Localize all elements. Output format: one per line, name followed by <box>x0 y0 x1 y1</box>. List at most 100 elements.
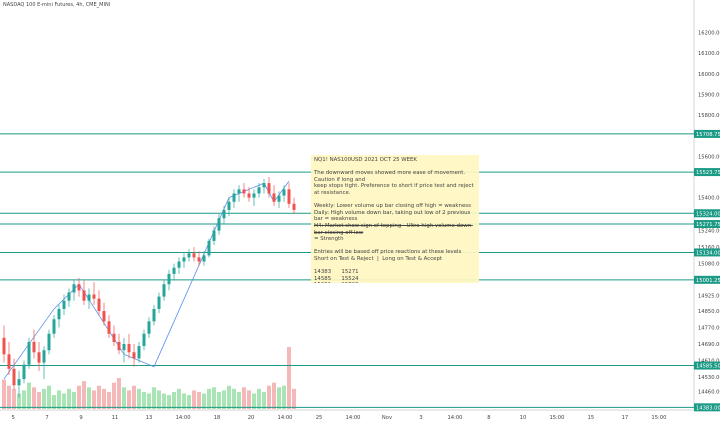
volume-bar <box>102 388 106 409</box>
level-price-text: 14585.50 <box>696 364 720 370</box>
volume-bar <box>187 395 191 409</box>
candle-body <box>52 319 56 334</box>
price-tick-label: 16100.00 <box>698 51 720 57</box>
price-tick-label: 15600.00 <box>698 154 720 160</box>
note-line: Short on Test & Reject | Long on Test & … <box>314 255 443 262</box>
candle-body <box>222 209 226 219</box>
price-tick-label: 15160.00 <box>698 245 720 251</box>
note-line: Daily: High volume down bar, taking out … <box>314 209 473 223</box>
price-tick-label: 16200.00 <box>698 31 720 37</box>
candle-body <box>142 333 146 347</box>
volume-bar <box>282 385 286 409</box>
price-tick-label: 15800.00 <box>698 113 720 119</box>
volume-bar <box>222 390 226 409</box>
volume-bar <box>112 382 116 409</box>
volume-bar <box>32 387 36 409</box>
candle-body <box>207 240 211 256</box>
candle-body <box>67 292 71 301</box>
candle-body <box>177 261 181 268</box>
candle-body <box>182 257 186 262</box>
candle-body <box>202 255 206 262</box>
time-tick-label: 10 <box>520 415 527 421</box>
volume-bar <box>247 390 251 409</box>
candle-body <box>122 344 126 351</box>
candle-body <box>237 189 241 194</box>
time-tick-label: 9 <box>79 415 82 421</box>
time-tick-label: 8 <box>487 415 490 421</box>
note-line: 14585 15524 <box>314 275 359 282</box>
volume-bar <box>172 391 176 409</box>
candle-body <box>7 354 11 369</box>
note-line: H4: Market show sign of topping - Ultra … <box>314 222 473 236</box>
note-line: 14383 15271 <box>314 269 359 276</box>
level-price-text: 15523.75 <box>696 170 720 176</box>
time-tick-label: 14:00 <box>176 415 191 421</box>
volume-bar <box>212 387 216 409</box>
level-price-tag <box>694 168 720 177</box>
zigzag-line <box>3 180 290 380</box>
volume-bar <box>277 387 281 409</box>
volume-bar <box>207 388 211 409</box>
volume-bar <box>82 381 86 409</box>
candle-body <box>282 189 286 196</box>
price-tick-label: 16000.00 <box>698 72 720 78</box>
volume-bar <box>57 390 61 409</box>
candle-body <box>2 337 6 355</box>
candle-body <box>192 253 196 258</box>
volume-bar <box>232 388 236 409</box>
candle-body <box>42 350 46 363</box>
time-tick-label: 15:00 <box>651 415 666 421</box>
note-line: Weekly: Lower volume up bar closing off … <box>314 203 471 210</box>
note-line: Entries will be based off price reaction… <box>314 249 462 256</box>
candle-body <box>217 218 221 231</box>
price-tick-label: 14460.00 <box>698 389 720 395</box>
candle-body <box>132 352 136 359</box>
candle-body <box>172 267 176 274</box>
volume-bar <box>122 387 126 409</box>
note-line <box>314 243 476 250</box>
time-tick-label: 7 <box>45 415 48 421</box>
candle-body <box>102 311 106 322</box>
candle-body <box>227 201 231 210</box>
volume-bar <box>12 388 16 409</box>
note-line: keep stops tight. Preference to short if… <box>314 183 476 196</box>
candle-body <box>17 379 21 386</box>
candle-body <box>147 321 151 334</box>
time-tick-label: 15:00 <box>549 415 564 421</box>
volume-bar <box>287 347 291 409</box>
time-tick-label: 14:00 <box>278 415 293 421</box>
volume-bar <box>37 391 41 409</box>
volume-bar <box>202 393 206 409</box>
volume-bar <box>177 388 181 409</box>
level-price-text: 14383.00 <box>696 405 720 411</box>
level-price-text: 15708.75 <box>696 132 720 138</box>
price-tick-label: 15240.00 <box>698 229 720 235</box>
time-tick-label: 17 <box>622 415 629 421</box>
volume-bar <box>52 395 56 409</box>
note-line: = Strength <box>314 236 344 243</box>
level-price-tag <box>694 361 720 370</box>
time-tick-label: 14:00 <box>447 415 462 421</box>
price-tick-label: 14530.00 <box>698 375 720 381</box>
volume-bar <box>272 382 276 409</box>
price-tick-label: 15080.00 <box>698 262 720 268</box>
level-price-text: 15134.00 <box>696 250 720 256</box>
candle-body <box>12 368 16 386</box>
candle-body <box>287 189 291 204</box>
candle-body <box>212 230 216 241</box>
level-price-text: 15324.00 <box>696 211 720 217</box>
time-tick-label: Nov <box>382 415 392 421</box>
level-price-tag <box>694 209 720 218</box>
time-tick-label: 5 <box>11 415 14 421</box>
chart-title: NASDAQ 100 E-mini Futures, 4h, CME_MINI <box>3 2 111 8</box>
price-tick-label: 14925.00 <box>698 294 720 300</box>
volume-bar <box>107 391 111 409</box>
note-line: 15001 15708 <box>314 282 476 283</box>
level-price-tag <box>694 220 720 229</box>
candle-body <box>22 364 26 380</box>
candle-body <box>267 183 271 194</box>
volume-bar <box>217 391 221 409</box>
volume-bar <box>72 391 76 409</box>
volume-bar <box>237 391 241 409</box>
